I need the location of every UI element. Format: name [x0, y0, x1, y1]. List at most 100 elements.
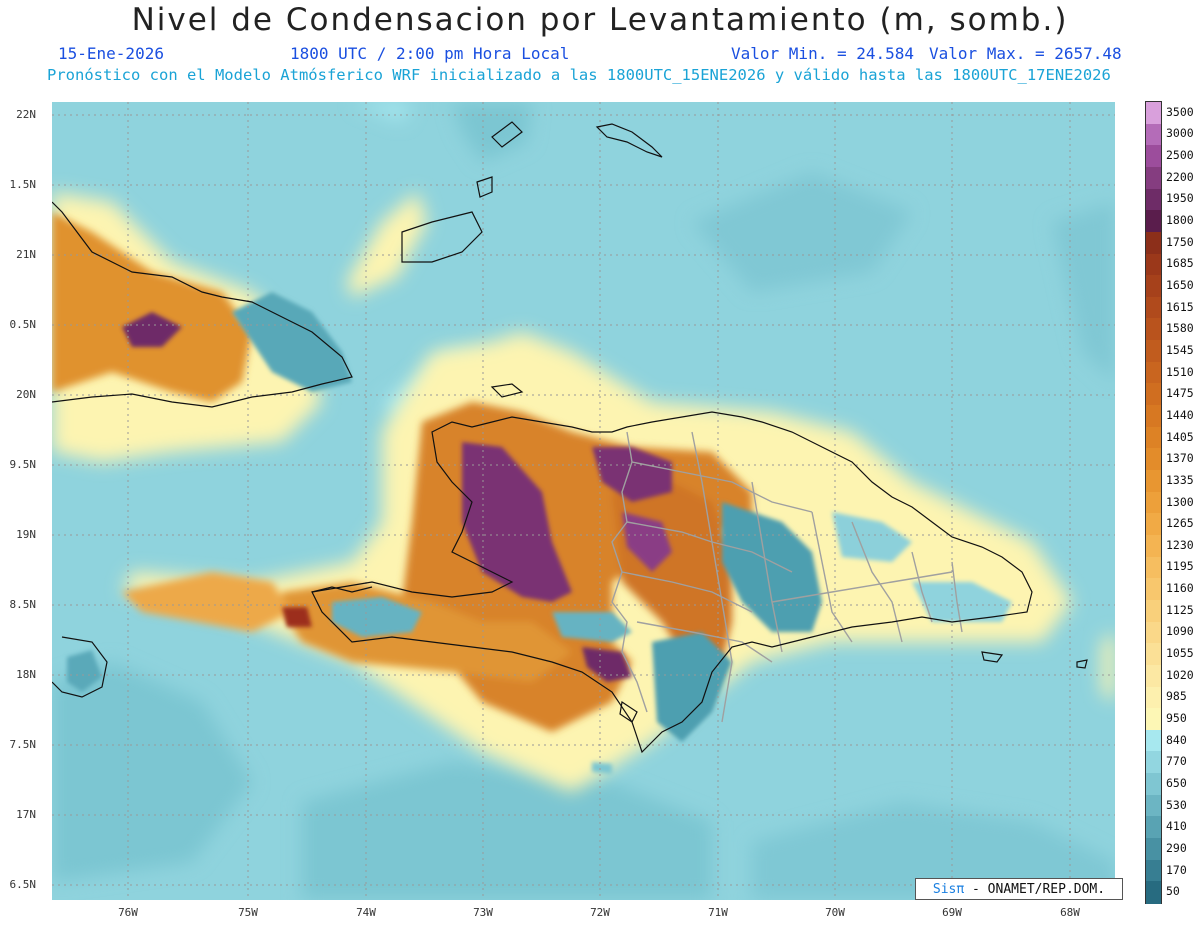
colorbar-swatch: [1146, 859, 1161, 882]
colorbar-swatch: [1146, 881, 1161, 904]
colorbar-label: 1090: [1166, 624, 1194, 639]
lon-label: 75W: [238, 906, 258, 919]
colorbar-swatch: [1146, 773, 1161, 796]
lat-label: 21N: [16, 248, 36, 261]
lat-label: 7.5N: [9, 738, 37, 751]
colorbar-label: 1950: [1166, 191, 1194, 206]
colorbar-label: 290: [1166, 840, 1187, 855]
colorbar-swatch: [1146, 513, 1161, 536]
lat-label: 1.5N: [9, 178, 37, 191]
lat-label: 6.5N: [9, 878, 37, 891]
colorbar-swatch: [1146, 102, 1161, 125]
colorbar-label: 1405: [1166, 429, 1194, 444]
colorbar-swatch: [1146, 643, 1161, 666]
forecast-date: 15-Ene-2026: [58, 44, 164, 63]
colorbar-label: 1055: [1166, 646, 1194, 661]
max-value: Valor Max. = 2657.48: [929, 44, 1122, 63]
colorbar-swatch: [1146, 253, 1161, 276]
forecast-time: 1800 UTC / 2:00 pm Hora Local: [290, 44, 570, 63]
colorbar-label: 1440: [1166, 407, 1194, 422]
colorbar-label: 1510: [1166, 364, 1194, 379]
lon-label: 73W: [473, 906, 493, 919]
colorbar-label: 170: [1166, 862, 1187, 877]
colorbar-swatch: [1146, 210, 1161, 233]
colorbar-label: 1335: [1166, 472, 1194, 487]
colorbar-label: 1230: [1166, 537, 1194, 552]
colorbar-swatch: [1146, 470, 1161, 493]
colorbar-swatch: [1146, 816, 1161, 839]
colorbar-swatch: [1146, 448, 1161, 471]
colorbar-swatch: [1146, 275, 1161, 298]
chart-title: Nivel de Condensacion por Levantamiento …: [131, 2, 1069, 38]
colorbar-swatch: [1146, 361, 1161, 385]
lat-label: 22N: [16, 108, 36, 121]
colorbar-swatch: [1146, 383, 1161, 406]
colorbar-swatch: [1146, 751, 1161, 774]
map-grid: [52, 102, 1115, 900]
colorbar-swatch: [1146, 556, 1161, 579]
map-svg: [52, 102, 1115, 900]
coastlines: [52, 121, 1088, 754]
colorbar-swatch: [1146, 664, 1161, 688]
colorbar-swatch: [1146, 491, 1161, 514]
colorbar-swatch: [1146, 686, 1161, 709]
colorbar-swatch: [1146, 578, 1161, 601]
colorbar-swatch: [1146, 166, 1161, 190]
credit-box: Sisπ - ONAMET/REP.DOM.: [915, 878, 1123, 900]
lat-label: 8.5N: [9, 598, 37, 611]
lon-label: 71W: [708, 906, 728, 919]
lcl-map: [52, 102, 1115, 900]
colorbar-swatch: [1146, 426, 1161, 449]
colorbar-swatch: [1146, 599, 1161, 623]
colorbar-swatch: [1146, 794, 1161, 817]
lon-label: 74W: [356, 906, 376, 919]
credit-logo: Sisπ: [932, 882, 965, 897]
colorbar-label: 1370: [1166, 451, 1194, 466]
colorbar-swatch: [1146, 621, 1161, 644]
colorbar-label: 985: [1166, 689, 1187, 704]
lat-label: 9.5N: [9, 458, 37, 471]
colorbar-label: 410: [1166, 819, 1187, 834]
lat-label: 18N: [16, 668, 36, 681]
field-purple: [122, 312, 672, 682]
colorbar-swatch: [1146, 231, 1161, 255]
colorbar-label: 1545: [1166, 342, 1194, 357]
colorbar-label: 950: [1166, 710, 1187, 725]
colorbar-label: 1615: [1166, 299, 1194, 314]
colorbar-label: 1195: [1166, 559, 1194, 574]
lat-label: 17N: [16, 808, 36, 821]
colorbar-label: 2200: [1166, 169, 1194, 184]
colorbar-swatch: [1146, 708, 1161, 731]
colorbar-label: 2500: [1166, 148, 1194, 163]
lon-label: 69W: [942, 906, 962, 919]
lat-label: 19N: [16, 528, 36, 541]
colorbar-swatch: [1146, 318, 1161, 341]
colorbar-swatch: [1146, 838, 1161, 861]
colorbar-label: 1685: [1166, 256, 1194, 271]
colorbar-label: 1800: [1166, 213, 1194, 228]
credit-text: - ONAMET/REP.DOM.: [964, 882, 1106, 897]
lon-label: 72W: [590, 906, 610, 919]
province-borders: [611, 431, 963, 723]
model-info: Pronóstico con el Modelo Atmósferico WRF…: [47, 66, 1111, 84]
colorbar-label: 770: [1166, 754, 1187, 769]
colorbar-label: 1265: [1166, 516, 1194, 531]
lat-label: 20N: [16, 388, 36, 401]
colorbar-label: 50: [1166, 884, 1180, 899]
colorbar-label: 650: [1166, 775, 1187, 790]
colorbar-label: 1160: [1166, 581, 1194, 596]
colorbar-label: 3000: [1166, 126, 1194, 141]
colorbar-label: 1300: [1166, 494, 1194, 509]
colorbar-label: 1020: [1166, 667, 1194, 682]
colorbar-label: 840: [1166, 732, 1187, 747]
lon-label: 68W: [1060, 906, 1080, 919]
colorbar-swatch: [1146, 188, 1161, 211]
min-value: Valor Min. = 24.584: [731, 44, 915, 63]
colorbar-swatch: [1146, 405, 1161, 428]
colorbar-swatch: [1146, 123, 1161, 146]
colorbar: [1145, 101, 1162, 904]
colorbar-label: 1580: [1166, 321, 1194, 336]
field-teal: [67, 292, 1012, 774]
colorbar-label: 1475: [1166, 386, 1194, 401]
lat-label: 0.5N: [9, 318, 37, 331]
